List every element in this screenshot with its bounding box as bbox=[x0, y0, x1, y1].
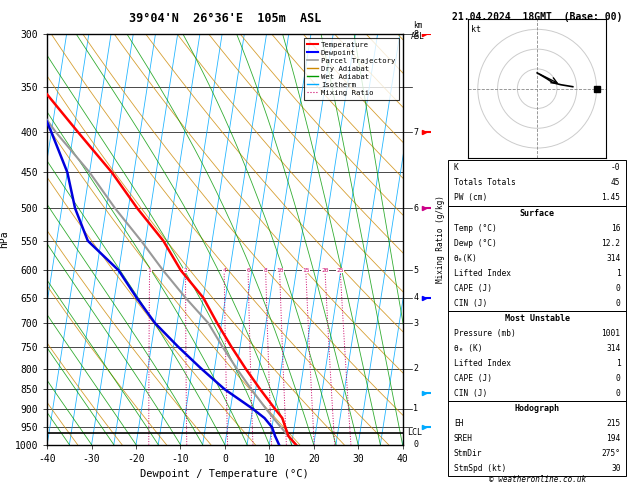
Text: 6: 6 bbox=[413, 204, 418, 213]
Text: 0: 0 bbox=[616, 374, 621, 383]
Text: Totals Totals: Totals Totals bbox=[454, 178, 516, 188]
Text: 5: 5 bbox=[413, 266, 418, 275]
Text: © weatheronline.co.uk: © weatheronline.co.uk bbox=[489, 474, 586, 484]
Text: -0: -0 bbox=[611, 163, 621, 173]
Text: kt: kt bbox=[470, 25, 481, 34]
Text: Dewp (°C): Dewp (°C) bbox=[454, 239, 496, 247]
Text: 1.45: 1.45 bbox=[601, 193, 621, 203]
Text: 1: 1 bbox=[148, 268, 152, 273]
Text: 0: 0 bbox=[413, 440, 418, 449]
Text: Most Unstable: Most Unstable bbox=[504, 314, 570, 323]
Text: 10: 10 bbox=[276, 268, 284, 273]
Text: 45: 45 bbox=[611, 178, 621, 188]
Text: 8: 8 bbox=[264, 268, 267, 273]
Text: CIN (J): CIN (J) bbox=[454, 299, 487, 308]
Text: 15: 15 bbox=[302, 268, 309, 273]
X-axis label: Dewpoint / Temperature (°C): Dewpoint / Temperature (°C) bbox=[140, 469, 309, 479]
Text: StmDir: StmDir bbox=[454, 449, 482, 458]
Text: 2: 2 bbox=[184, 268, 187, 273]
Text: km
ASL: km ASL bbox=[411, 21, 425, 41]
Text: θₑ (K): θₑ (K) bbox=[454, 344, 482, 353]
Text: 25: 25 bbox=[337, 268, 344, 273]
Text: EH: EH bbox=[454, 419, 464, 428]
Text: CAPE (J): CAPE (J) bbox=[454, 284, 492, 293]
Text: 4: 4 bbox=[222, 268, 226, 273]
Text: 275°: 275° bbox=[601, 449, 621, 458]
Text: CIN (J): CIN (J) bbox=[454, 389, 487, 398]
Text: 3: 3 bbox=[413, 318, 418, 328]
Text: StmSpd (kt): StmSpd (kt) bbox=[454, 464, 506, 473]
Text: 4: 4 bbox=[413, 293, 418, 302]
Text: CAPE (J): CAPE (J) bbox=[454, 374, 492, 383]
Text: Surface: Surface bbox=[520, 208, 555, 218]
Text: 39°04'N  26°36'E  105m  ASL: 39°04'N 26°36'E 105m ASL bbox=[129, 12, 321, 25]
Bar bbox=[448, 160, 626, 206]
Text: θₑ(K): θₑ(K) bbox=[454, 254, 477, 262]
Text: 16: 16 bbox=[611, 224, 621, 233]
Text: 1001: 1001 bbox=[601, 329, 621, 338]
Text: 2: 2 bbox=[413, 364, 418, 373]
Text: 0: 0 bbox=[616, 284, 621, 293]
Bar bbox=[448, 206, 626, 311]
Text: 20: 20 bbox=[321, 268, 329, 273]
Text: 30: 30 bbox=[611, 464, 621, 473]
Text: 0: 0 bbox=[616, 389, 621, 398]
Bar bbox=[448, 401, 626, 476]
Text: 314: 314 bbox=[606, 254, 621, 262]
Text: 1: 1 bbox=[413, 404, 418, 413]
Text: Lifted Index: Lifted Index bbox=[454, 269, 511, 278]
Text: SREH: SREH bbox=[454, 434, 473, 443]
Text: PW (cm): PW (cm) bbox=[454, 193, 487, 203]
Text: 12.2: 12.2 bbox=[601, 239, 621, 247]
Text: Pressure (mb): Pressure (mb) bbox=[454, 329, 516, 338]
Bar bbox=[448, 311, 626, 401]
Text: Lifted Index: Lifted Index bbox=[454, 359, 511, 368]
Text: 0: 0 bbox=[616, 299, 621, 308]
Text: 215: 215 bbox=[606, 419, 621, 428]
Text: Mixing Ratio (g/kg): Mixing Ratio (g/kg) bbox=[436, 195, 445, 283]
Text: LCL: LCL bbox=[407, 428, 421, 437]
Y-axis label: hPa: hPa bbox=[0, 230, 9, 248]
Text: 194: 194 bbox=[606, 434, 621, 443]
Text: 314: 314 bbox=[606, 344, 621, 353]
Text: Hodograph: Hodograph bbox=[515, 404, 560, 413]
Text: K: K bbox=[454, 163, 459, 173]
Text: 21.04.2024  18GMT  (Base: 00): 21.04.2024 18GMT (Base: 00) bbox=[452, 12, 622, 22]
Legend: Temperature, Dewpoint, Parcel Trajectory, Dry Adiabat, Wet Adiabat, Isotherm, Mi: Temperature, Dewpoint, Parcel Trajectory… bbox=[304, 37, 399, 100]
Text: Temp (°C): Temp (°C) bbox=[454, 224, 496, 233]
Text: 6: 6 bbox=[246, 268, 250, 273]
Text: 1: 1 bbox=[616, 359, 621, 368]
Text: 7: 7 bbox=[413, 128, 418, 137]
Text: 1: 1 bbox=[616, 269, 621, 278]
Text: 8: 8 bbox=[413, 30, 418, 38]
